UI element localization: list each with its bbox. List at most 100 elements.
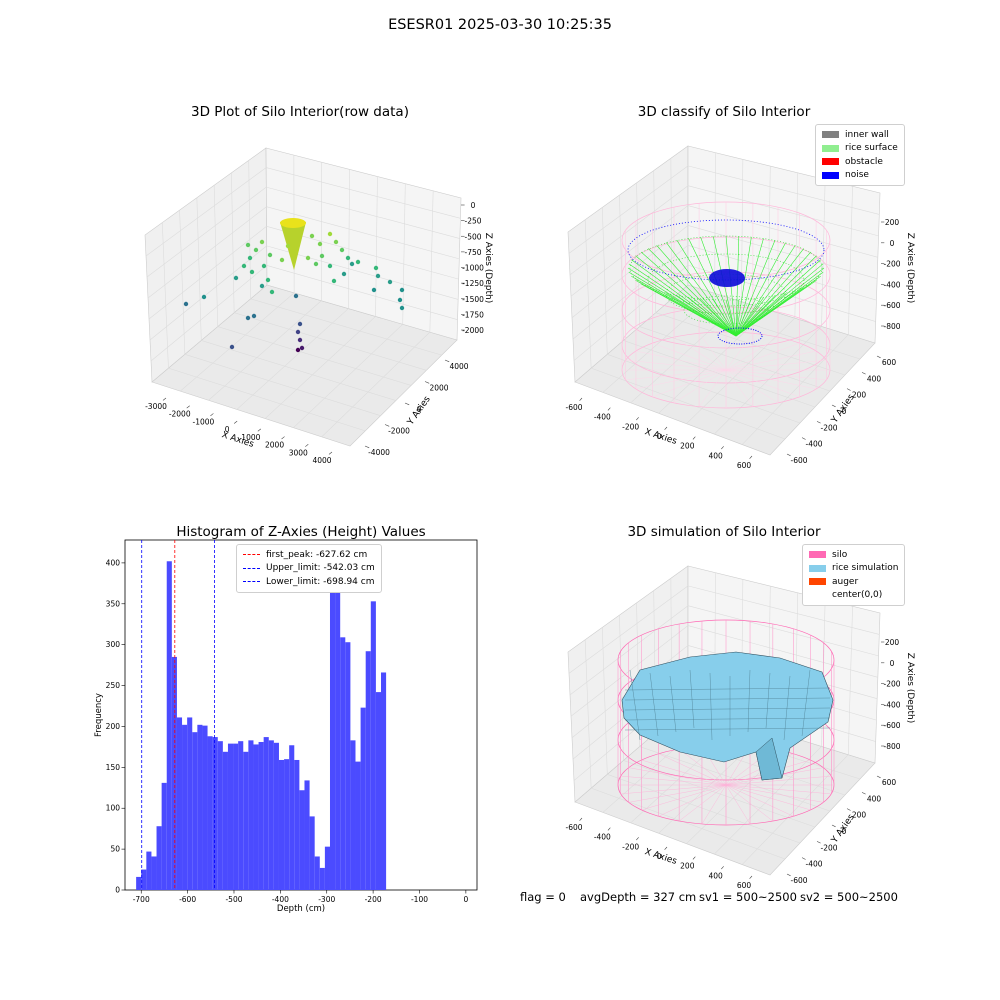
sim-x-tick-mark bbox=[664, 846, 668, 850]
sim-silo-floor-line bbox=[725, 784, 794, 817]
figure-title: ESESR01 2025-03-30 10:25:35 bbox=[388, 17, 612, 33]
raw-z-tick-label: 0 bbox=[471, 201, 476, 210]
sim-grid-line bbox=[714, 746, 822, 855]
cls-noise-bottom bbox=[717, 327, 763, 345]
raw-scatter-point bbox=[399, 287, 405, 293]
cls-grid-line bbox=[619, 195, 624, 341]
cls-noise-cluster bbox=[709, 269, 745, 287]
sim-y-tick-mark bbox=[786, 873, 791, 877]
swatch-obstacle bbox=[822, 158, 839, 166]
cls-z-tick-label: -800 bbox=[883, 322, 900, 331]
raw-x-tick-label: -2000 bbox=[169, 410, 191, 419]
sim-grid-line bbox=[591, 787, 786, 860]
legend-label: noise bbox=[845, 170, 869, 181]
raw-x-tick-mark bbox=[281, 436, 285, 440]
legend-label: rice simulation bbox=[832, 563, 899, 574]
sim-z-tick-label: -800 bbox=[883, 742, 900, 751]
legend-label: obstacle bbox=[845, 156, 883, 167]
cls-silo-floor-line bbox=[635, 369, 727, 390]
raw-grid-line bbox=[179, 210, 186, 355]
cls-silo-floor-line bbox=[725, 342, 800, 371]
raw-scatter-point bbox=[259, 239, 265, 245]
sim-rice-mesh-line bbox=[689, 669, 695, 729]
cls-x-tick-label: 0 bbox=[657, 432, 662, 441]
histogram-bar bbox=[182, 724, 188, 890]
sim-z-tick-label: -400 bbox=[883, 700, 900, 709]
histogram-bar bbox=[136, 876, 142, 890]
raw-scatter-point bbox=[375, 273, 381, 279]
histogram-bar bbox=[141, 869, 147, 890]
raw-scatter-point bbox=[317, 241, 323, 247]
histogram-bar bbox=[381, 672, 387, 890]
raw-x-tick-label: -3000 bbox=[145, 402, 167, 411]
raw-y-tick-mark bbox=[424, 381, 430, 384]
legend-label: inner wall bbox=[845, 129, 889, 140]
legend-label: Lower_limit: -698.94 cm bbox=[266, 576, 375, 587]
histogram-bar bbox=[375, 692, 381, 890]
sim-x-axis-label: X Axies bbox=[643, 847, 678, 867]
sim-silo-floor-line bbox=[641, 784, 727, 811]
sim-y-tick-mark bbox=[876, 775, 881, 779]
histogram-x-tick-label: 0 bbox=[463, 895, 468, 904]
raw-z-axis-label: Z Axies (Depth) bbox=[483, 233, 493, 304]
cls-rice-surface-line bbox=[688, 238, 737, 337]
cls-silo-floor-line bbox=[673, 336, 727, 371]
legend-item-obstacle: obstacle bbox=[822, 155, 898, 169]
sim-grid-line bbox=[607, 774, 801, 844]
histogram-bar bbox=[217, 741, 223, 890]
sim-z-tick-label: -200 bbox=[883, 680, 900, 689]
histogram-bar bbox=[365, 651, 371, 890]
cls-silo-floor-line bbox=[652, 369, 727, 398]
legend-item-silo: silo bbox=[809, 548, 898, 562]
raw-z-tick-label: -750 bbox=[464, 248, 481, 257]
raw-scatter-point bbox=[355, 259, 361, 265]
histogram-y-tick-label: 50 bbox=[110, 845, 120, 854]
legend-item-auger: auger bbox=[809, 575, 898, 589]
raw-grid-line bbox=[149, 245, 267, 341]
cls-x-tick-mark bbox=[636, 417, 639, 421]
raw-cone-top bbox=[280, 218, 306, 228]
raw-scatter-point bbox=[297, 321, 303, 327]
raw-scatter-point bbox=[201, 294, 207, 300]
simulation-plot-title: 3D simulation of Silo Interior bbox=[627, 524, 821, 540]
cls-grid-line bbox=[670, 158, 673, 299]
sim-x-tick-label: 200 bbox=[680, 862, 695, 871]
cls-z-tick-label: -600 bbox=[883, 301, 900, 310]
raw-x-tick-mark bbox=[305, 444, 309, 447]
cls-z-tick-label: 200 bbox=[885, 218, 900, 227]
sim-grid-line bbox=[639, 746, 831, 812]
histogram-bar bbox=[278, 759, 285, 890]
histogram-y-tick-label: 100 bbox=[106, 804, 121, 813]
raw-scatter-point bbox=[371, 287, 377, 293]
raw-grid-line bbox=[150, 265, 268, 362]
swatch-silo bbox=[809, 551, 826, 559]
sim-silo-floor-line bbox=[725, 784, 832, 795]
sim-rice-mesh-line bbox=[747, 669, 751, 733]
cls-rice-surface-line bbox=[700, 236, 737, 337]
raw-scatter-point bbox=[247, 255, 253, 261]
cls-rice-surface-line bbox=[735, 287, 804, 337]
simulation-legend: silo rice simulation auger center(0,0) bbox=[802, 544, 906, 606]
cls-z-tick-label: -200 bbox=[883, 260, 900, 269]
raw-scatter-point bbox=[241, 263, 247, 269]
raw-y-tick-mark bbox=[444, 359, 450, 363]
sim-rice-mesh-line bbox=[801, 669, 811, 737]
sim-grid-line bbox=[570, 625, 689, 717]
cls-x-tick-mark bbox=[607, 407, 611, 411]
sim-silo-floor-line bbox=[679, 784, 727, 822]
cls-rice-surface-line bbox=[631, 259, 737, 337]
sim-x-tick-label: -400 bbox=[594, 833, 611, 842]
raw-grid-line bbox=[201, 340, 396, 401]
histogram-bar bbox=[238, 741, 244, 890]
cls-y-tick-mark bbox=[801, 437, 806, 440]
sim-x-tick-mark bbox=[607, 827, 611, 831]
cls-rice-surface-line bbox=[735, 242, 786, 337]
cls-grid-line bbox=[571, 225, 689, 318]
sim-z-tick-label: 200 bbox=[885, 638, 900, 647]
sim-x-tick-label: -600 bbox=[565, 823, 582, 832]
raw-x-tick-label: 1000 bbox=[241, 433, 260, 442]
